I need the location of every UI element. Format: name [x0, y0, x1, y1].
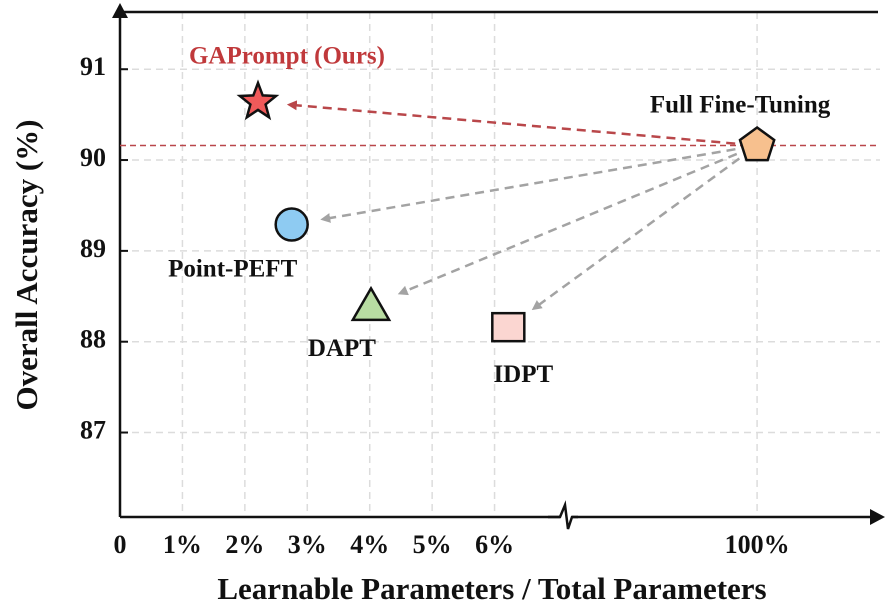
- x-tick-label: 4%: [350, 530, 389, 559]
- point: [738, 125, 776, 162]
- x-axis-arrow: [870, 509, 885, 525]
- x-tick-label: 0: [114, 530, 127, 559]
- marks: GAPrompt (Ours) Point-PEFT DAPT IDPT Full Fi…: [120, 43, 880, 388]
- x-axis-title: Learnable Parameters / Total Parameters: [217, 571, 766, 606]
- x-tick-label: 6%: [475, 530, 514, 559]
- y-tick-label: 87: [80, 415, 106, 444]
- y-tick-label: 90: [80, 143, 106, 172]
- point: [274, 207, 309, 242]
- x-tick-label: 2%: [225, 530, 264, 559]
- point-label: Full Fine-Tuning: [650, 91, 831, 118]
- grid: [120, 12, 880, 517]
- y-axis-arrow: [112, 3, 128, 18]
- arrow: [397, 152, 738, 296]
- point-label: DAPT: [308, 335, 376, 362]
- y-axis-title: Overall Accuracy (%): [9, 120, 44, 411]
- y-tick-label: 91: [80, 52, 106, 81]
- x-tick-label: 3%: [288, 530, 327, 559]
- arrow: [320, 147, 736, 223]
- axis-break: [548, 500, 578, 530]
- point: [491, 311, 526, 343]
- point-label: IDPT: [493, 361, 553, 388]
- point: [350, 285, 392, 322]
- x-tick-label: 100%: [725, 530, 790, 559]
- x-tick-label: 1%: [163, 530, 202, 559]
- y-tick-label: 89: [80, 234, 106, 263]
- y-tick-label: 88: [80, 325, 106, 354]
- point-label: Point-PEFT: [168, 255, 297, 282]
- arrow: [531, 157, 741, 311]
- point: [236, 79, 280, 121]
- x-tick-label: 5%: [413, 530, 452, 559]
- point-label: GAPrompt (Ours): [189, 43, 385, 70]
